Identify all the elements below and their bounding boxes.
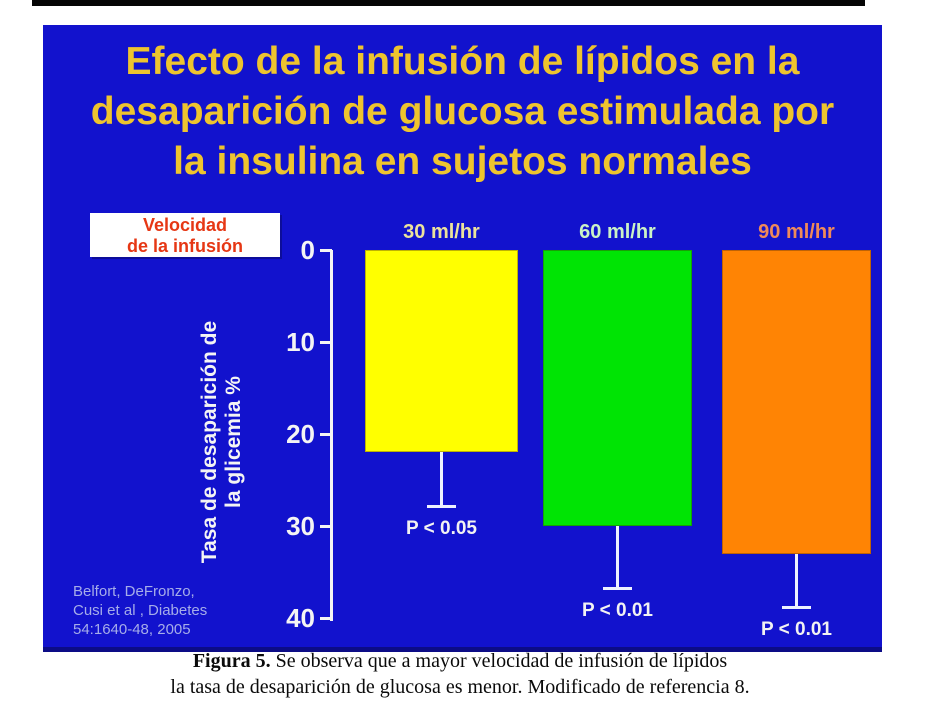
y-axis-tick-label: 10 <box>286 327 315 357</box>
y-axis-tick <box>320 341 332 344</box>
top-border-line <box>32 0 865 6</box>
slide-title-line: Efecto de la infusión de lípidos en la <box>125 40 800 83</box>
bar-group-30mlhr: 30 ml/hr P < 0.05 <box>365 25 518 647</box>
bar-group-90mlhr: 90 ml/hr P < 0.01 <box>722 25 871 647</box>
y-axis-tick <box>320 249 332 252</box>
slide-title-line: la insulina en sujetos normales <box>173 140 752 183</box>
bar-label-30mlhr: 30 ml/hr <box>403 221 480 243</box>
y-axis-tick-label: 30 <box>286 511 315 541</box>
infusion-rate-label-line: Velocidad <box>142 215 228 235</box>
figure-caption-text-2: la tasa de desaparición de glucosa es me… <box>170 676 750 698</box>
slide-background: Efecto de la infusión de lípidos en la d… <box>43 25 882 652</box>
p-value-label-90mlhr: P < 0.01 <box>761 618 832 640</box>
error-bar-60mlhr <box>603 526 632 591</box>
bar-label-90mlhr: 90 ml/hr <box>758 221 835 243</box>
error-bar-30mlhr <box>427 452 456 508</box>
y-axis-tick <box>320 617 332 620</box>
y-axis: 0 10 20 30 40 <box>43 25 882 647</box>
p-value-label-30mlhr: P < 0.05 <box>406 517 477 539</box>
reference-citation-line: Belfort, DeFronzo, <box>73 583 195 600</box>
slide-title-line: desaparición de glucosa estimulada por <box>90 90 835 133</box>
reference-citation: Belfort, DeFronzo, Cusi et al , Diabetes… <box>73 582 207 639</box>
bar-label-60mlhr: 60 ml/hr <box>579 221 656 243</box>
bar-60mlhr <box>543 250 692 526</box>
bar-30mlhr <box>365 250 518 453</box>
figure-caption-label: Figura 5. <box>192 650 271 672</box>
reference-citation-line: 54:1640-48, 2005 <box>73 621 191 638</box>
infusion-rate-label-line: de la infusión <box>126 236 243 256</box>
reference-citation-line: Cusi et al , Diabetes <box>73 602 208 619</box>
bar-group-60mlhr: 60 ml/hr P < 0.01 <box>543 25 692 647</box>
y-axis-line <box>330 250 333 621</box>
figure-caption-text-1: Se observa que a mayor velocidad de infu… <box>275 650 728 672</box>
y-axis-tick-label: 40 <box>286 603 315 633</box>
p-value-label-60mlhr: P < 0.01 <box>582 600 653 622</box>
bar-90mlhr <box>722 250 871 554</box>
y-axis-tick <box>320 433 332 436</box>
y-axis-tick-label: 0 <box>300 235 315 265</box>
y-axis-tick-label: 20 <box>286 419 315 449</box>
figure-caption: Figura 5. Se observa que a mayor velocid… <box>0 648 920 700</box>
y-axis-tick <box>320 525 332 528</box>
error-bar-90mlhr <box>782 553 811 609</box>
infusion-rate-label-box: Velocidad de la infusión <box>90 213 280 257</box>
slide-title: Efecto de la infusión de lípidos en la d… <box>43 37 882 187</box>
